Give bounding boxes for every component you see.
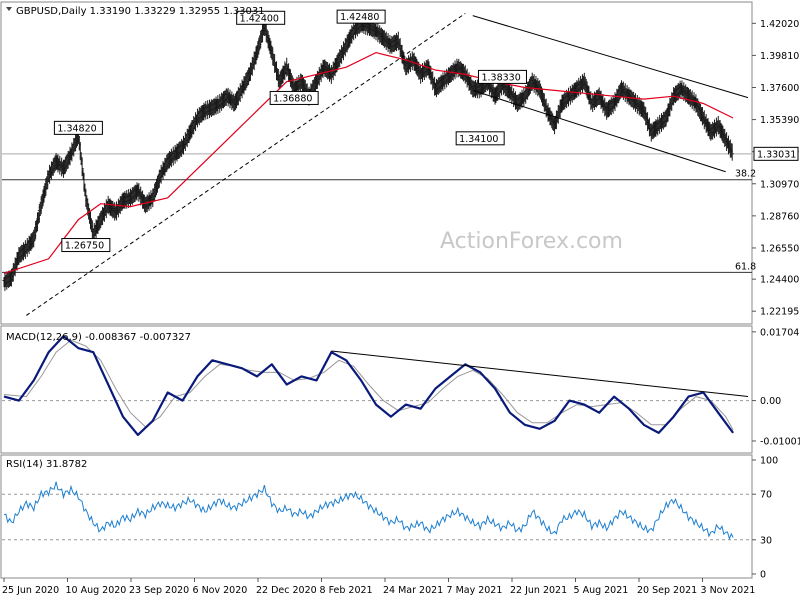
text-layer: 1.420201.398101.376001.353901.331801.309… [2, 6, 800, 596]
price-y-tick-label: 1.26550 [760, 243, 799, 254]
x-tick-label: 24 Mar 2021 [383, 585, 443, 596]
price-annotation-box [336, 9, 386, 24]
plot-layer [2, 13, 749, 541]
rsi-y-tick-label: 30 [760, 535, 772, 546]
rsi-line [3, 481, 734, 541]
price-y-tick-label: 1.39810 [760, 51, 799, 62]
price-y-tick-label: 1.37600 [760, 83, 799, 94]
price-y-tick-label: 1.42020 [760, 19, 799, 30]
price-annotation-box [477, 69, 527, 84]
price-annotation-box [269, 90, 319, 105]
x-tick-label: 22 Dec 2020 [256, 585, 317, 596]
price-y-tick-label: 1.28760 [760, 211, 799, 222]
macd-trendline [331, 350, 749, 398]
price-trendline [472, 89, 726, 173]
macd-panel-frame [0, 325, 753, 454]
header-arrow-icon [6, 7, 12, 11]
price-y-tick-label: 1.35390 [760, 115, 799, 126]
last-price-tag [753, 146, 799, 161]
price-annotation-label: 1.34100 [459, 134, 498, 145]
rsi-panel-frame [0, 454, 753, 579]
price-header: GBPUSD,Daily 1.33190 1.33229 1.32955 1.3… [16, 6, 265, 17]
price-trendline [472, 15, 749, 99]
price-annotation-label: 1.26750 [65, 241, 104, 252]
x-tick-label: 7 May 2021 [447, 585, 503, 596]
price-annotation-label: 1.38330 [481, 72, 520, 83]
macd-y-tick-label: 0.017047 [760, 327, 800, 338]
x-tick-label: 22 Jun 2021 [510, 585, 567, 596]
last-price-label: 1.33031 [757, 149, 796, 160]
x-tick-label: 25 Jun 2020 [2, 585, 59, 596]
price-annotation-label: 1.36880 [273, 93, 312, 104]
price-annotation-label: 1.42400 [240, 13, 279, 24]
x-tick-label: 6 Nov 2020 [193, 585, 248, 596]
rsi-y-tick-label: 70 [760, 490, 772, 501]
fib-level-label: 61.8 [735, 261, 756, 272]
macd-line [3, 335, 734, 436]
macd-signal-line [3, 339, 734, 431]
x-tick-label: 5 Aug 2021 [574, 585, 629, 596]
watermark: ActionForex.com [440, 229, 623, 254]
x-tick-label: 3 Nov 2021 [701, 585, 756, 596]
macd-y-tick-label: 0.00 [760, 396, 781, 407]
moving-average-line [3, 51, 734, 274]
price-annotation-box [53, 120, 103, 135]
grid-layer [2, 22, 756, 582]
price-annotation-box [455, 131, 505, 146]
x-tick-label: 8 Feb 2021 [320, 585, 373, 596]
rsi-y-tick-label: 100 [760, 456, 778, 467]
price-y-tick-label: 1.24400 [760, 275, 799, 286]
rsi-label: RSI(14) 31.8782 [6, 459, 87, 470]
x-tick-label: 23 Sep 2020 [129, 585, 189, 596]
macd-label: MACD(12,26,9) -0.008367 -0.007327 [6, 332, 191, 343]
price-y-tick-label: 1.30970 [760, 179, 799, 190]
price-annotation-box [236, 10, 286, 25]
price-annotation-label: 1.34820 [57, 123, 96, 134]
price-panel-frame [0, 1, 753, 325]
price-annotation-label: 1.42480 [340, 12, 379, 23]
fib-level-label: 38.2 [735, 169, 756, 180]
x-tick-label: 10 Aug 2020 [66, 585, 127, 596]
macd-y-tick-label: -0.010013 [760, 436, 800, 447]
rsi-y-tick-label: 0 [760, 570, 766, 581]
price-y-tick-label: 1.22195 [760, 307, 799, 318]
price-bars [2, 15, 734, 291]
x-tick-label: 20 Sep 2021 [637, 585, 697, 596]
price-trendline [26, 13, 466, 316]
price-annotation-box [61, 238, 111, 253]
